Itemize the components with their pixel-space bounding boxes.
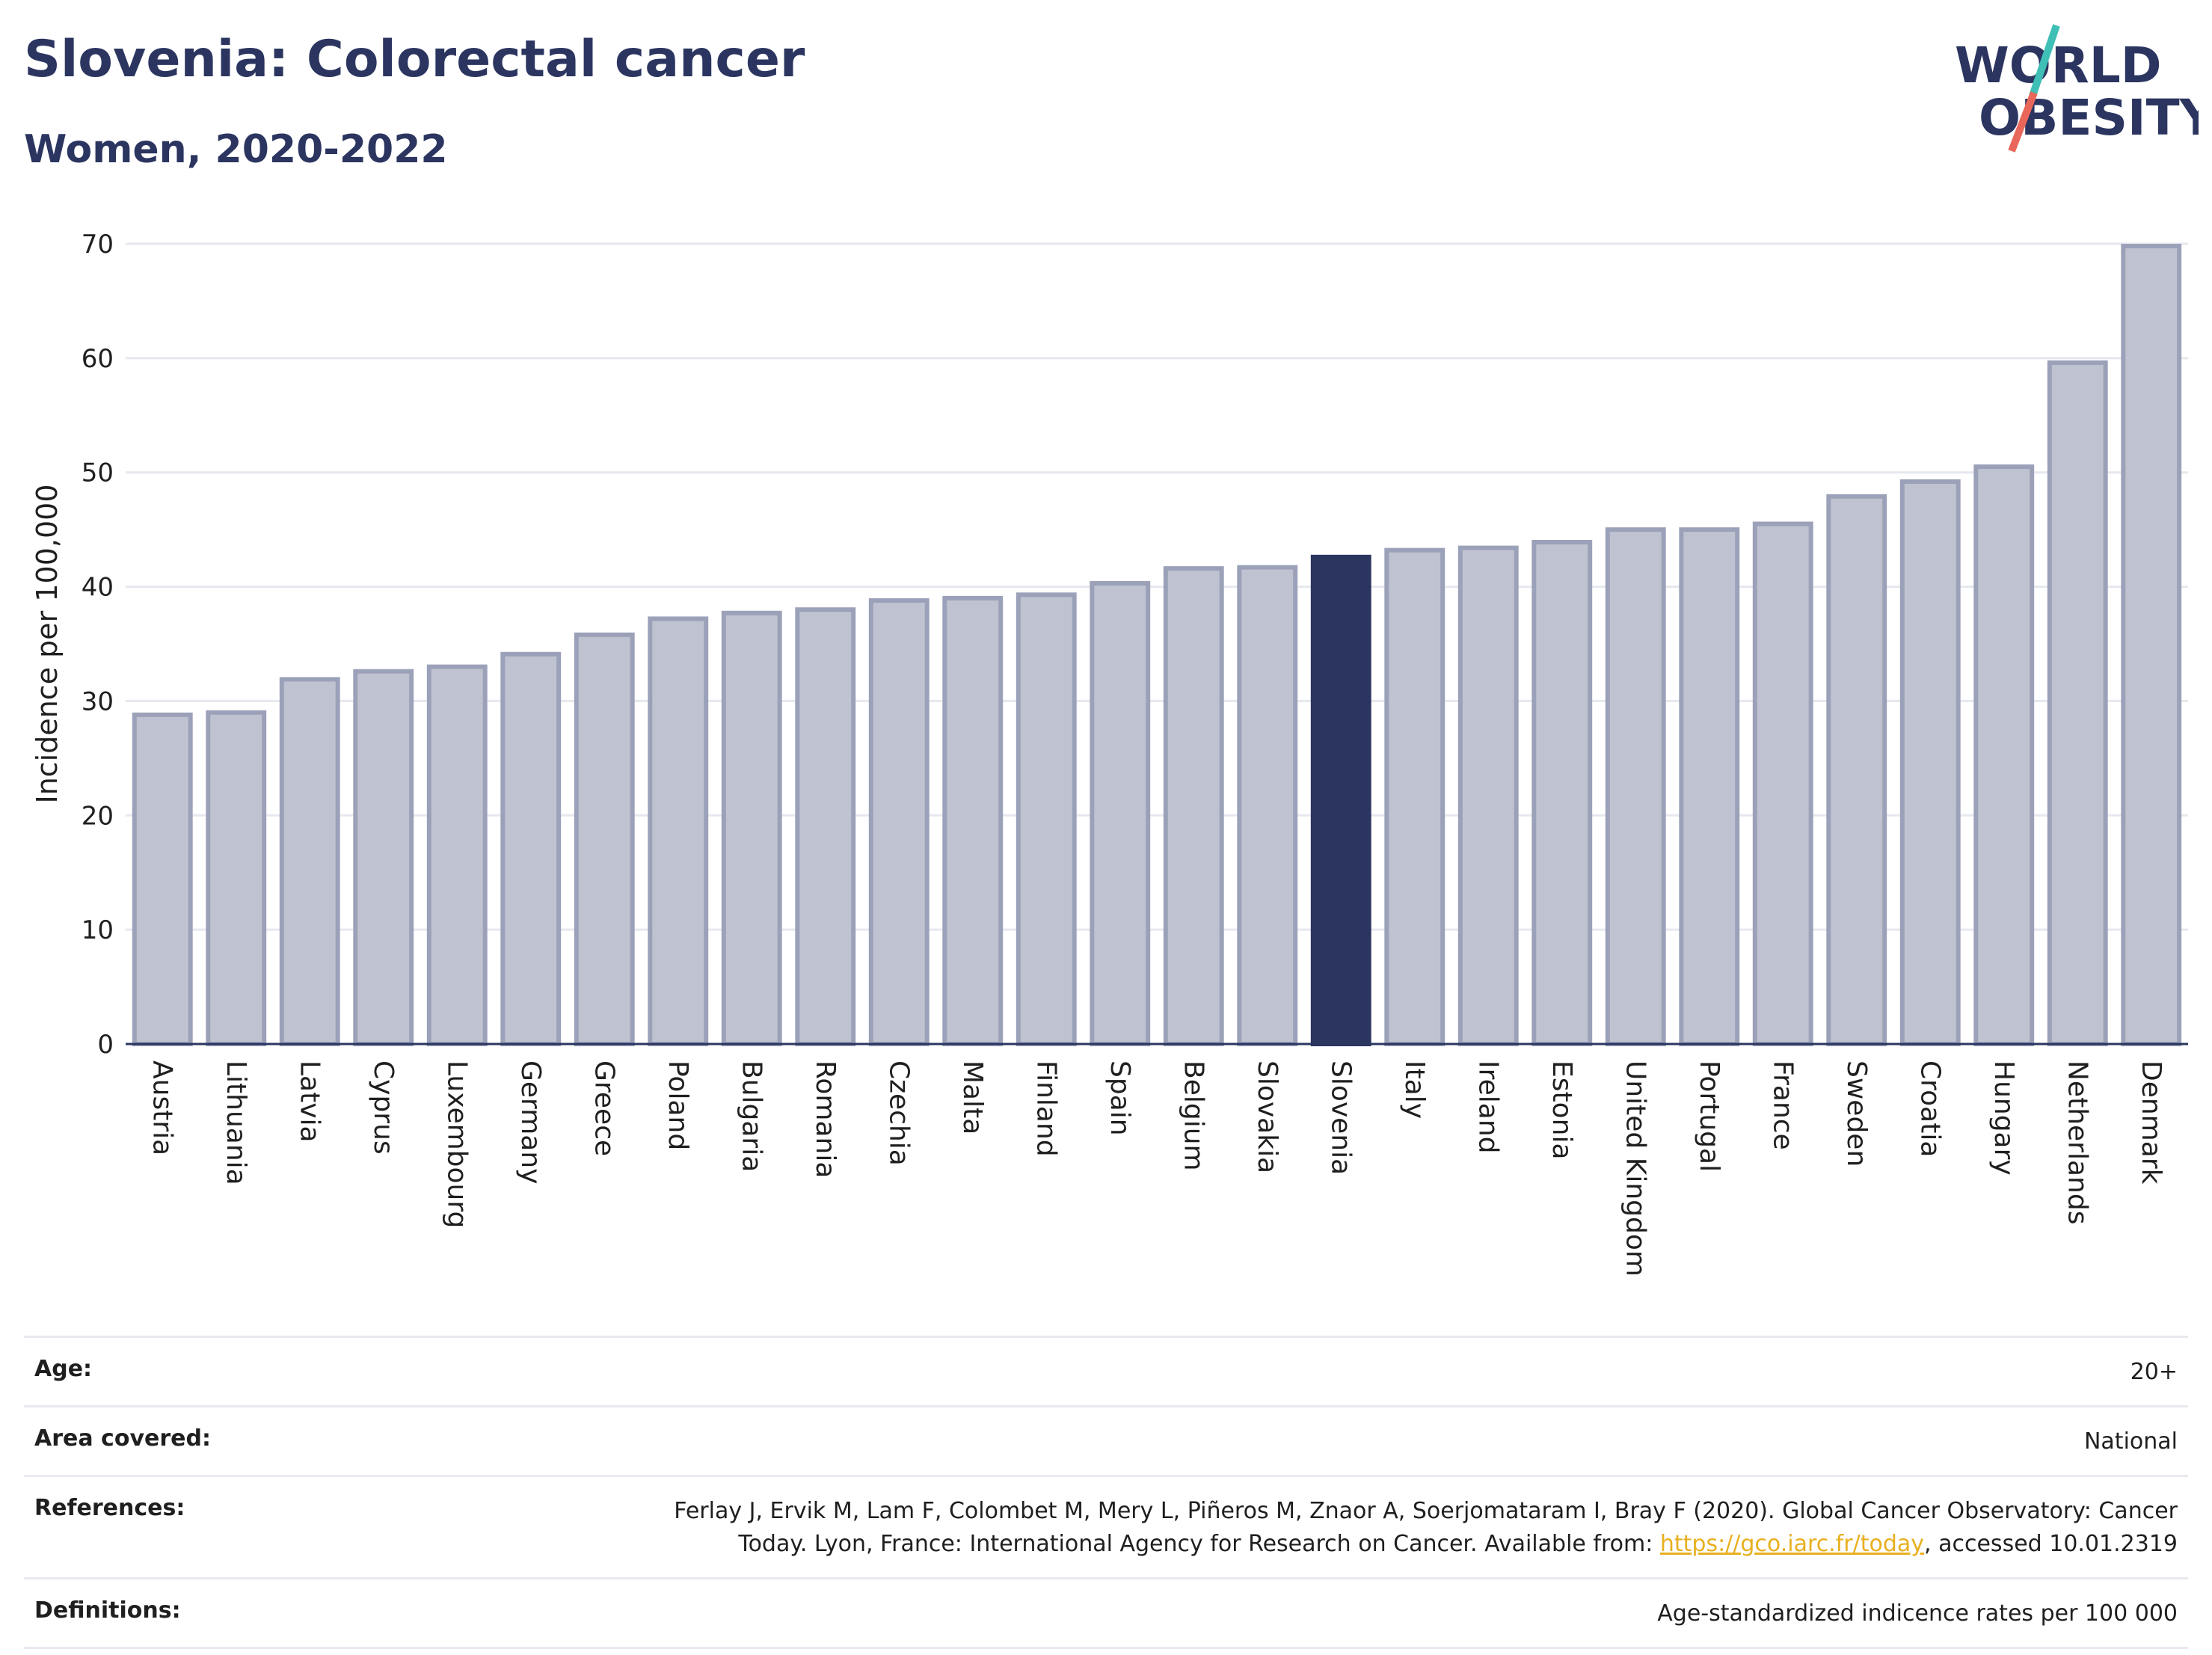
x-tick-label: Bulgaria	[736, 1060, 766, 1172]
x-tick-label: Spain	[1105, 1060, 1135, 1136]
definitions-label: Definitions:	[34, 1597, 181, 1624]
x-tick-label: Portugal	[1694, 1060, 1724, 1172]
meta-row-definitions: Definitions: Age-standardized indicence …	[24, 1577, 2188, 1649]
area-label: Area covered:	[34, 1425, 211, 1452]
references-value: Ferlay J, Ervik M, Lam F, Colombet M, Me…	[674, 1495, 2178, 1561]
bar-greece	[574, 632, 635, 1046]
x-tick-label: Czechia	[883, 1060, 914, 1166]
age-value: 20+	[2130, 1359, 2178, 1385]
x-tick-label: Netherlands	[2062, 1060, 2092, 1224]
bar-romania	[795, 607, 856, 1046]
x-tick-label: Sweden	[1841, 1060, 1872, 1167]
bar-poland	[648, 616, 709, 1046]
bar-portugal	[1679, 527, 1740, 1046]
y-tick-label: 0	[97, 1030, 114, 1060]
logo-slash-teal	[2029, 24, 2060, 97]
metadata-table: Age: 20+ Area covered: National Referenc…	[24, 1336, 2188, 1649]
references-line2-pre: Today. Lyon, France: International Agenc…	[738, 1531, 1660, 1557]
bar-slovakia	[1237, 565, 1298, 1046]
bar-latvia	[279, 677, 340, 1047]
references-line2-post: , accessed 10.01.2319	[1924, 1531, 2178, 1557]
x-tick-label: France	[1767, 1060, 1798, 1150]
x-tick-label: Romania	[810, 1060, 841, 1178]
y-tick-label: 30	[82, 687, 114, 716]
references-label: References:	[34, 1495, 185, 1521]
x-tick-label: Estonia	[1546, 1060, 1577, 1160]
area-value: National	[2083, 1428, 2178, 1455]
x-tick-label: Luxembourg	[441, 1060, 472, 1228]
y-tick-label: 60	[82, 344, 114, 374]
y-tick-label: 40	[82, 573, 114, 603]
bar-hungary	[1973, 464, 2035, 1046]
x-tick-label: Austria	[147, 1060, 177, 1155]
bar-estonia	[1531, 539, 1593, 1046]
meta-row-area: Area covered: National	[24, 1405, 2188, 1475]
y-tick-label: 70	[82, 230, 114, 260]
bar-chart: 0 10 20 30 40 50 60 70 Incidence per 100,000 Aust…	[31, 230, 2188, 1277]
bar-denmark	[2121, 244, 2182, 1046]
y-tick-label: 50	[82, 458, 114, 488]
y-tick-label: 10	[82, 915, 114, 945]
meta-row-age: Age: 20+	[24, 1336, 2188, 1405]
x-tick-label: Poland	[663, 1060, 693, 1150]
bar-lithuania	[206, 710, 267, 1046]
x-tick-label: Latvia	[294, 1060, 325, 1143]
bar-spain	[1090, 580, 1151, 1046]
bar-luxembourg	[426, 664, 488, 1046]
bar-ireland	[1457, 545, 1519, 1046]
x-tick-label: Croatia	[1914, 1060, 1945, 1157]
bar-netherlands	[2047, 360, 2108, 1046]
bar-france	[1752, 521, 1813, 1046]
bar-bulgaria	[721, 610, 782, 1046]
x-tick-label: Slovenia	[1325, 1060, 1356, 1175]
x-tick-label: Denmark	[2136, 1060, 2166, 1185]
x-tick-label: Belgium	[1178, 1060, 1208, 1171]
bar-finland	[1016, 592, 1077, 1046]
bar-austria	[132, 712, 193, 1046]
y-axis-title: Incidence per 100,000	[31, 484, 64, 803]
x-tick-label: Finland	[1030, 1060, 1061, 1157]
x-tick-label: Cyprus	[368, 1060, 399, 1155]
meta-row-references: References: Ferlay J, Ervik M, Lam F, Co…	[24, 1475, 2188, 1577]
bar-germany	[500, 651, 562, 1046]
bar-czechia	[868, 598, 930, 1046]
chart-title: Slovenia: Colorectal cancer	[24, 30, 805, 89]
bar-slovenia	[1310, 554, 1371, 1046]
references-link[interactable]: https://gco.iarc.fr/today	[1659, 1531, 1925, 1557]
bar-cyprus	[353, 669, 414, 1047]
age-label: Age:	[34, 1356, 93, 1382]
x-tick-label: United Kingdom	[1620, 1060, 1650, 1277]
bar-belgium	[1163, 566, 1224, 1046]
bar-malta	[942, 595, 1004, 1046]
logo-world-text: WORLD	[1955, 37, 2162, 94]
bar-sweden	[1826, 494, 1887, 1046]
x-tick-label: Greece	[589, 1060, 619, 1156]
x-tick-label: Slovakia	[1252, 1060, 1282, 1173]
chart-subtitle: Women, 2020-2022	[24, 127, 448, 172]
references-line1: Ferlay J, Ervik M, Lam F, Colombet M, Me…	[674, 1498, 2178, 1524]
bar-united-kingdom	[1605, 527, 1666, 1046]
x-tick-label: Hungary	[1988, 1060, 2019, 1176]
x-tick-label: Malta	[957, 1060, 988, 1134]
bar-croatia	[1899, 479, 1961, 1046]
logo-slash-red	[2008, 91, 2038, 153]
x-tick-label: Ireland	[1472, 1060, 1503, 1154]
x-tick-label: Germany	[515, 1060, 546, 1184]
x-tick-label: Italy	[1399, 1060, 1430, 1119]
x-tick-label: Lithuania	[221, 1060, 251, 1185]
definitions-value: Age-standardized indicence rates per 100…	[1657, 1600, 2178, 1627]
y-tick-label: 20	[82, 801, 114, 831]
bar-italy	[1384, 547, 1446, 1046]
world-obesity-logo: WORLD OBESITY	[1955, 24, 2199, 153]
